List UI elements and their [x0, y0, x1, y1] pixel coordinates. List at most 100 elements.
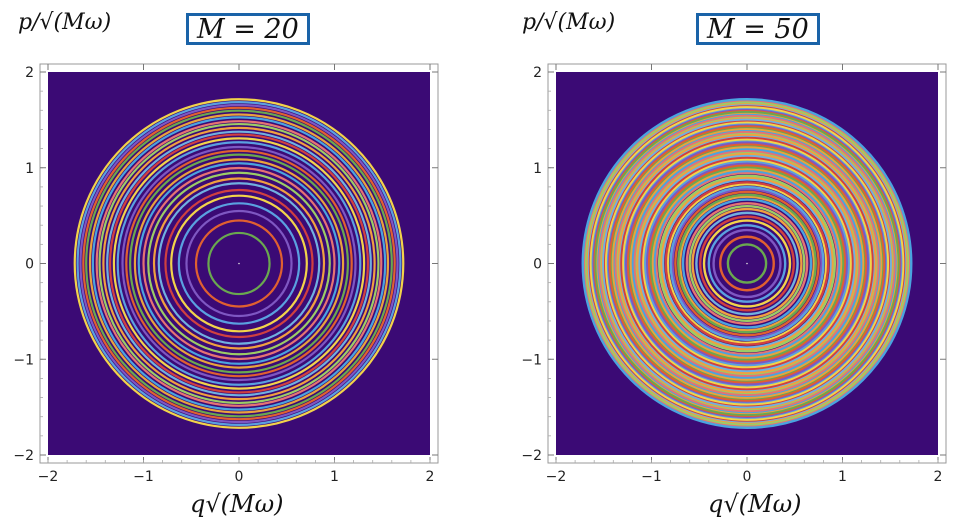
contour-circle [655, 171, 839, 356]
contour-circle [164, 188, 314, 339]
contour-circle [671, 187, 823, 340]
contour-circle [102, 126, 376, 401]
contour-circle [677, 193, 817, 334]
contour-circle [82, 106, 396, 421]
contour-circle [108, 133, 370, 394]
contour-circle [76, 101, 402, 426]
contour-circle [581, 98, 913, 429]
contour-circle [589, 105, 905, 422]
contour-circle [643, 160, 851, 367]
contour-circle [73, 98, 405, 429]
y-tick-label: 1 [25, 161, 34, 177]
y-tick-label: 2 [25, 65, 34, 81]
contour-circle [629, 145, 865, 382]
contour-circle [98, 122, 380, 405]
contour-circle [147, 171, 331, 356]
contour-circle [702, 219, 792, 308]
contour-circle [699, 215, 795, 312]
contour-circle [669, 185, 825, 342]
contour-circle [85, 109, 393, 418]
contour-circle [177, 202, 301, 325]
contour-circle [91, 116, 387, 411]
y-tick-label: −2 [13, 448, 34, 464]
y-axis-label: p/√(Mω) [522, 10, 616, 35]
contour-circle [649, 165, 845, 362]
contour-circle [664, 181, 830, 346]
contour-circle [674, 190, 820, 337]
x-axis-label: q√(Mω) [708, 490, 802, 518]
x-axis-label: q√(Mω) [190, 490, 284, 518]
contour-circle [88, 113, 390, 414]
contour-circle [601, 118, 893, 409]
contour-circle [133, 158, 345, 369]
contour-circle [621, 138, 873, 389]
contour-circle [137, 162, 341, 365]
contour-circle [185, 209, 293, 318]
contour-circle [635, 152, 859, 375]
contour-circle [631, 147, 863, 380]
contour-circle [624, 141, 870, 386]
contour-circle [685, 202, 809, 325]
x-tick-label: −1 [133, 469, 154, 485]
contour-circle [593, 110, 901, 417]
y-tick-label: 0 [25, 257, 34, 273]
contour-circle [157, 182, 321, 345]
contour-circle [707, 224, 787, 303]
contour-center-point [238, 262, 240, 265]
contour-circle [106, 130, 372, 397]
contour-circle [614, 130, 880, 397]
contour-circle [129, 153, 349, 374]
contour-circle [691, 207, 803, 320]
x-tick-label: 2 [426, 469, 435, 485]
contour-circle [604, 120, 890, 407]
contour-circle [125, 149, 353, 378]
contour-circle [661, 178, 833, 349]
contour-circle [651, 167, 843, 360]
contour-circle [194, 219, 284, 308]
contour-circle [719, 235, 775, 292]
chart-panel-2: p/√(Mω) M = 50 −2 −1 0 1 2 −2 −1 0 1 2 q√(Mω) [508, 0, 960, 530]
contour-circle [170, 194, 308, 333]
contour-circle [688, 204, 806, 322]
chart-panel-1: p/√(Mω) M = 20 −2 −1 0 1 2 −2 −1 0 1 2 q√(Mω) [13, 10, 439, 518]
contour-circle [726, 243, 768, 284]
contour-circle [678, 195, 816, 332]
x-tick-label: −1 [641, 469, 662, 485]
y-tick-label: 0 [533, 257, 542, 273]
x-tick-label: −2 [38, 469, 59, 485]
x-tick-label: −2 [546, 469, 567, 485]
contour-circle [637, 154, 857, 373]
x-tick-label: 1 [330, 469, 339, 485]
y-axis-label: p/√(Mω) [18, 10, 112, 35]
y-tick-label: 1 [533, 161, 542, 177]
contour-circle [645, 162, 849, 365]
contour-circle [142, 166, 336, 361]
contour-circle [647, 163, 847, 364]
contour-circle [79, 103, 399, 424]
contour-circle [112, 137, 366, 390]
contour-circle [611, 127, 883, 400]
contour-center-point [746, 262, 748, 265]
contour-circle [639, 156, 855, 371]
contour-circle [641, 158, 853, 369]
x-tick-label: 1 [838, 469, 847, 485]
contour-circle [657, 174, 837, 353]
contour-circle [152, 177, 326, 350]
contour-circle [653, 169, 841, 358]
contour-circle [116, 141, 362, 386]
y-tick-label: −1 [13, 352, 34, 368]
contour-circle [633, 149, 861, 378]
contour-circle [626, 142, 868, 385]
contour-circle [207, 231, 271, 296]
y-tick-label: 2 [533, 65, 542, 81]
contour-circle [659, 176, 835, 351]
x-tick-label: 0 [235, 469, 244, 485]
contour-circle [608, 124, 886, 403]
contour-circle [121, 145, 357, 382]
x-tick-label: 2 [934, 469, 943, 485]
chart-title: M = 50 [696, 13, 820, 45]
contour-circle [597, 114, 897, 413]
x-tick-label: 0 [743, 469, 752, 485]
contour-circle [619, 136, 875, 391]
contour-circle [666, 183, 828, 344]
